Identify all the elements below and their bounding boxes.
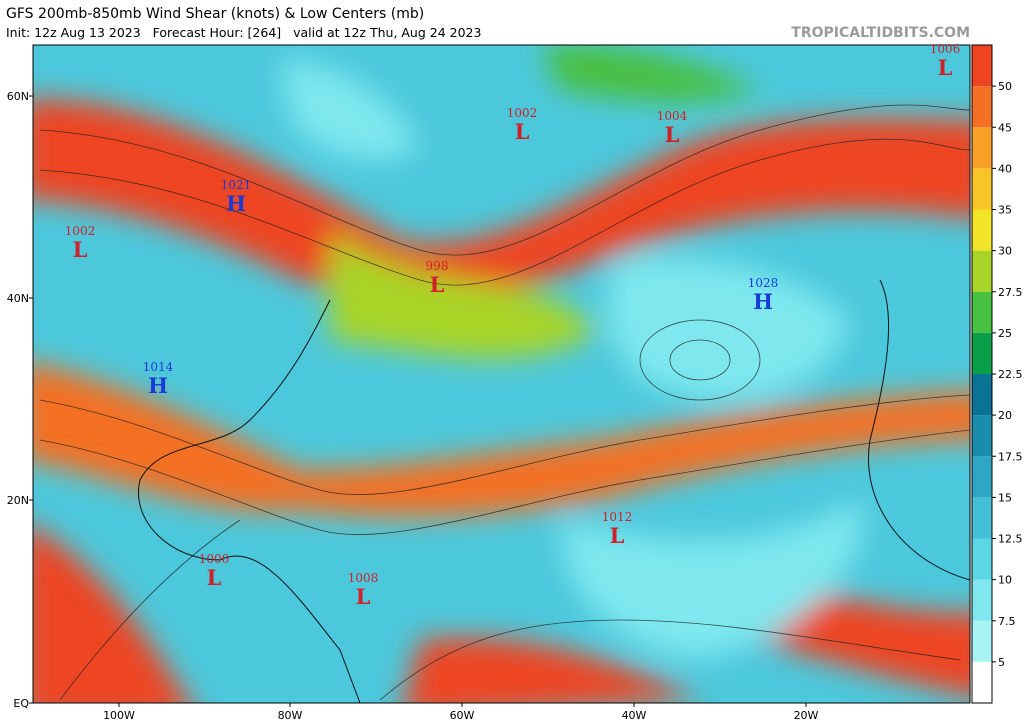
lon-label: 20W [794, 709, 819, 722]
colorbar-label: 40 [998, 162, 1012, 175]
center-symbol: L [207, 565, 222, 590]
colorbar-label: 35 [998, 204, 1012, 217]
colorbar-swatch [972, 579, 992, 621]
center-symbol: L [665, 122, 680, 147]
colorbar-label: 27.5 [998, 286, 1023, 299]
lon-label: 40W [622, 709, 647, 722]
colorbar-swatch [972, 45, 992, 87]
colorbar-label: 25 [998, 327, 1012, 340]
streamlines [39, 104, 970, 701]
lon-label: 60W [450, 709, 475, 722]
center-pressure: 1028 [748, 276, 779, 290]
colorbar-swatch [972, 250, 992, 292]
colorbar-swatch [972, 86, 992, 128]
center-pressure: 1002 [65, 224, 96, 238]
colorbar-label: 22.5 [998, 368, 1023, 381]
colorbar-swatch [972, 538, 992, 580]
center-symbol: H [148, 373, 168, 398]
title: GFS 200mb-850mb Wind Shear (knots) & Low… [6, 6, 424, 22]
center-symbol: H [753, 289, 773, 314]
colorbar-swatch [972, 415, 992, 457]
colorbar-label: 15 [998, 491, 1012, 504]
colorbar-label: 7.5 [998, 615, 1016, 628]
center-symbol: H [226, 191, 246, 216]
center-pressure: 1014 [143, 360, 174, 374]
center-symbol: L [610, 523, 625, 548]
colorbar-swatch [972, 497, 992, 539]
map [33, 45, 970, 703]
watermark: TROPICALTIDBITS.COM [791, 25, 970, 41]
center-symbol: L [938, 55, 953, 80]
lat-label: 40N [7, 292, 29, 305]
colorbar-label: 20 [998, 409, 1012, 422]
colorbar-swatch [972, 168, 992, 210]
colorbar-label: 12.5 [998, 533, 1023, 546]
coastlines [138, 279, 970, 703]
colorbar-label: 10 [998, 574, 1012, 587]
lat-label: 60N [7, 90, 29, 103]
map-frame [32, 44, 971, 704]
colorbar-label: 17.5 [998, 450, 1023, 463]
colorbar-swatch [972, 209, 992, 251]
center-pressure: 1012 [602, 510, 633, 524]
center-symbol: L [515, 119, 530, 144]
center-pressure: 1002 [507, 106, 538, 120]
lon-label: 80W [278, 709, 303, 722]
colorbar-label: 30 [998, 245, 1012, 258]
center-pressure: 998 [426, 259, 449, 273]
colorbar-label: 45 [998, 121, 1012, 134]
colorbar-swatch [972, 374, 992, 416]
center-pressure: 1021 [221, 178, 252, 192]
center-pressure: 1006 [930, 42, 961, 56]
center-symbol: L [430, 272, 445, 297]
colorbar-swatch [972, 332, 992, 374]
center-pressure: 1000 [199, 552, 230, 566]
colorbar-label: 50 [998, 80, 1012, 93]
center-symbol: L [356, 584, 371, 609]
colorbar-swatch [972, 620, 992, 662]
center-symbol: L [73, 237, 88, 262]
lat-label: EQ [13, 697, 29, 710]
subtitle: Init: 12z Aug 13 2023 Forecast Hour: [26… [6, 25, 481, 40]
colorbar-swatch [972, 661, 992, 703]
lon-label: 100W [103, 709, 135, 722]
colorbar-swatch [972, 127, 992, 169]
lat-label: 20N [7, 494, 29, 507]
colorbar-swatch [972, 456, 992, 498]
center-pressure: 1004 [657, 109, 688, 123]
center-pressure: 1008 [348, 571, 379, 585]
colorbar-label: 5 [998, 656, 1005, 669]
colorbar-swatch [972, 291, 992, 333]
